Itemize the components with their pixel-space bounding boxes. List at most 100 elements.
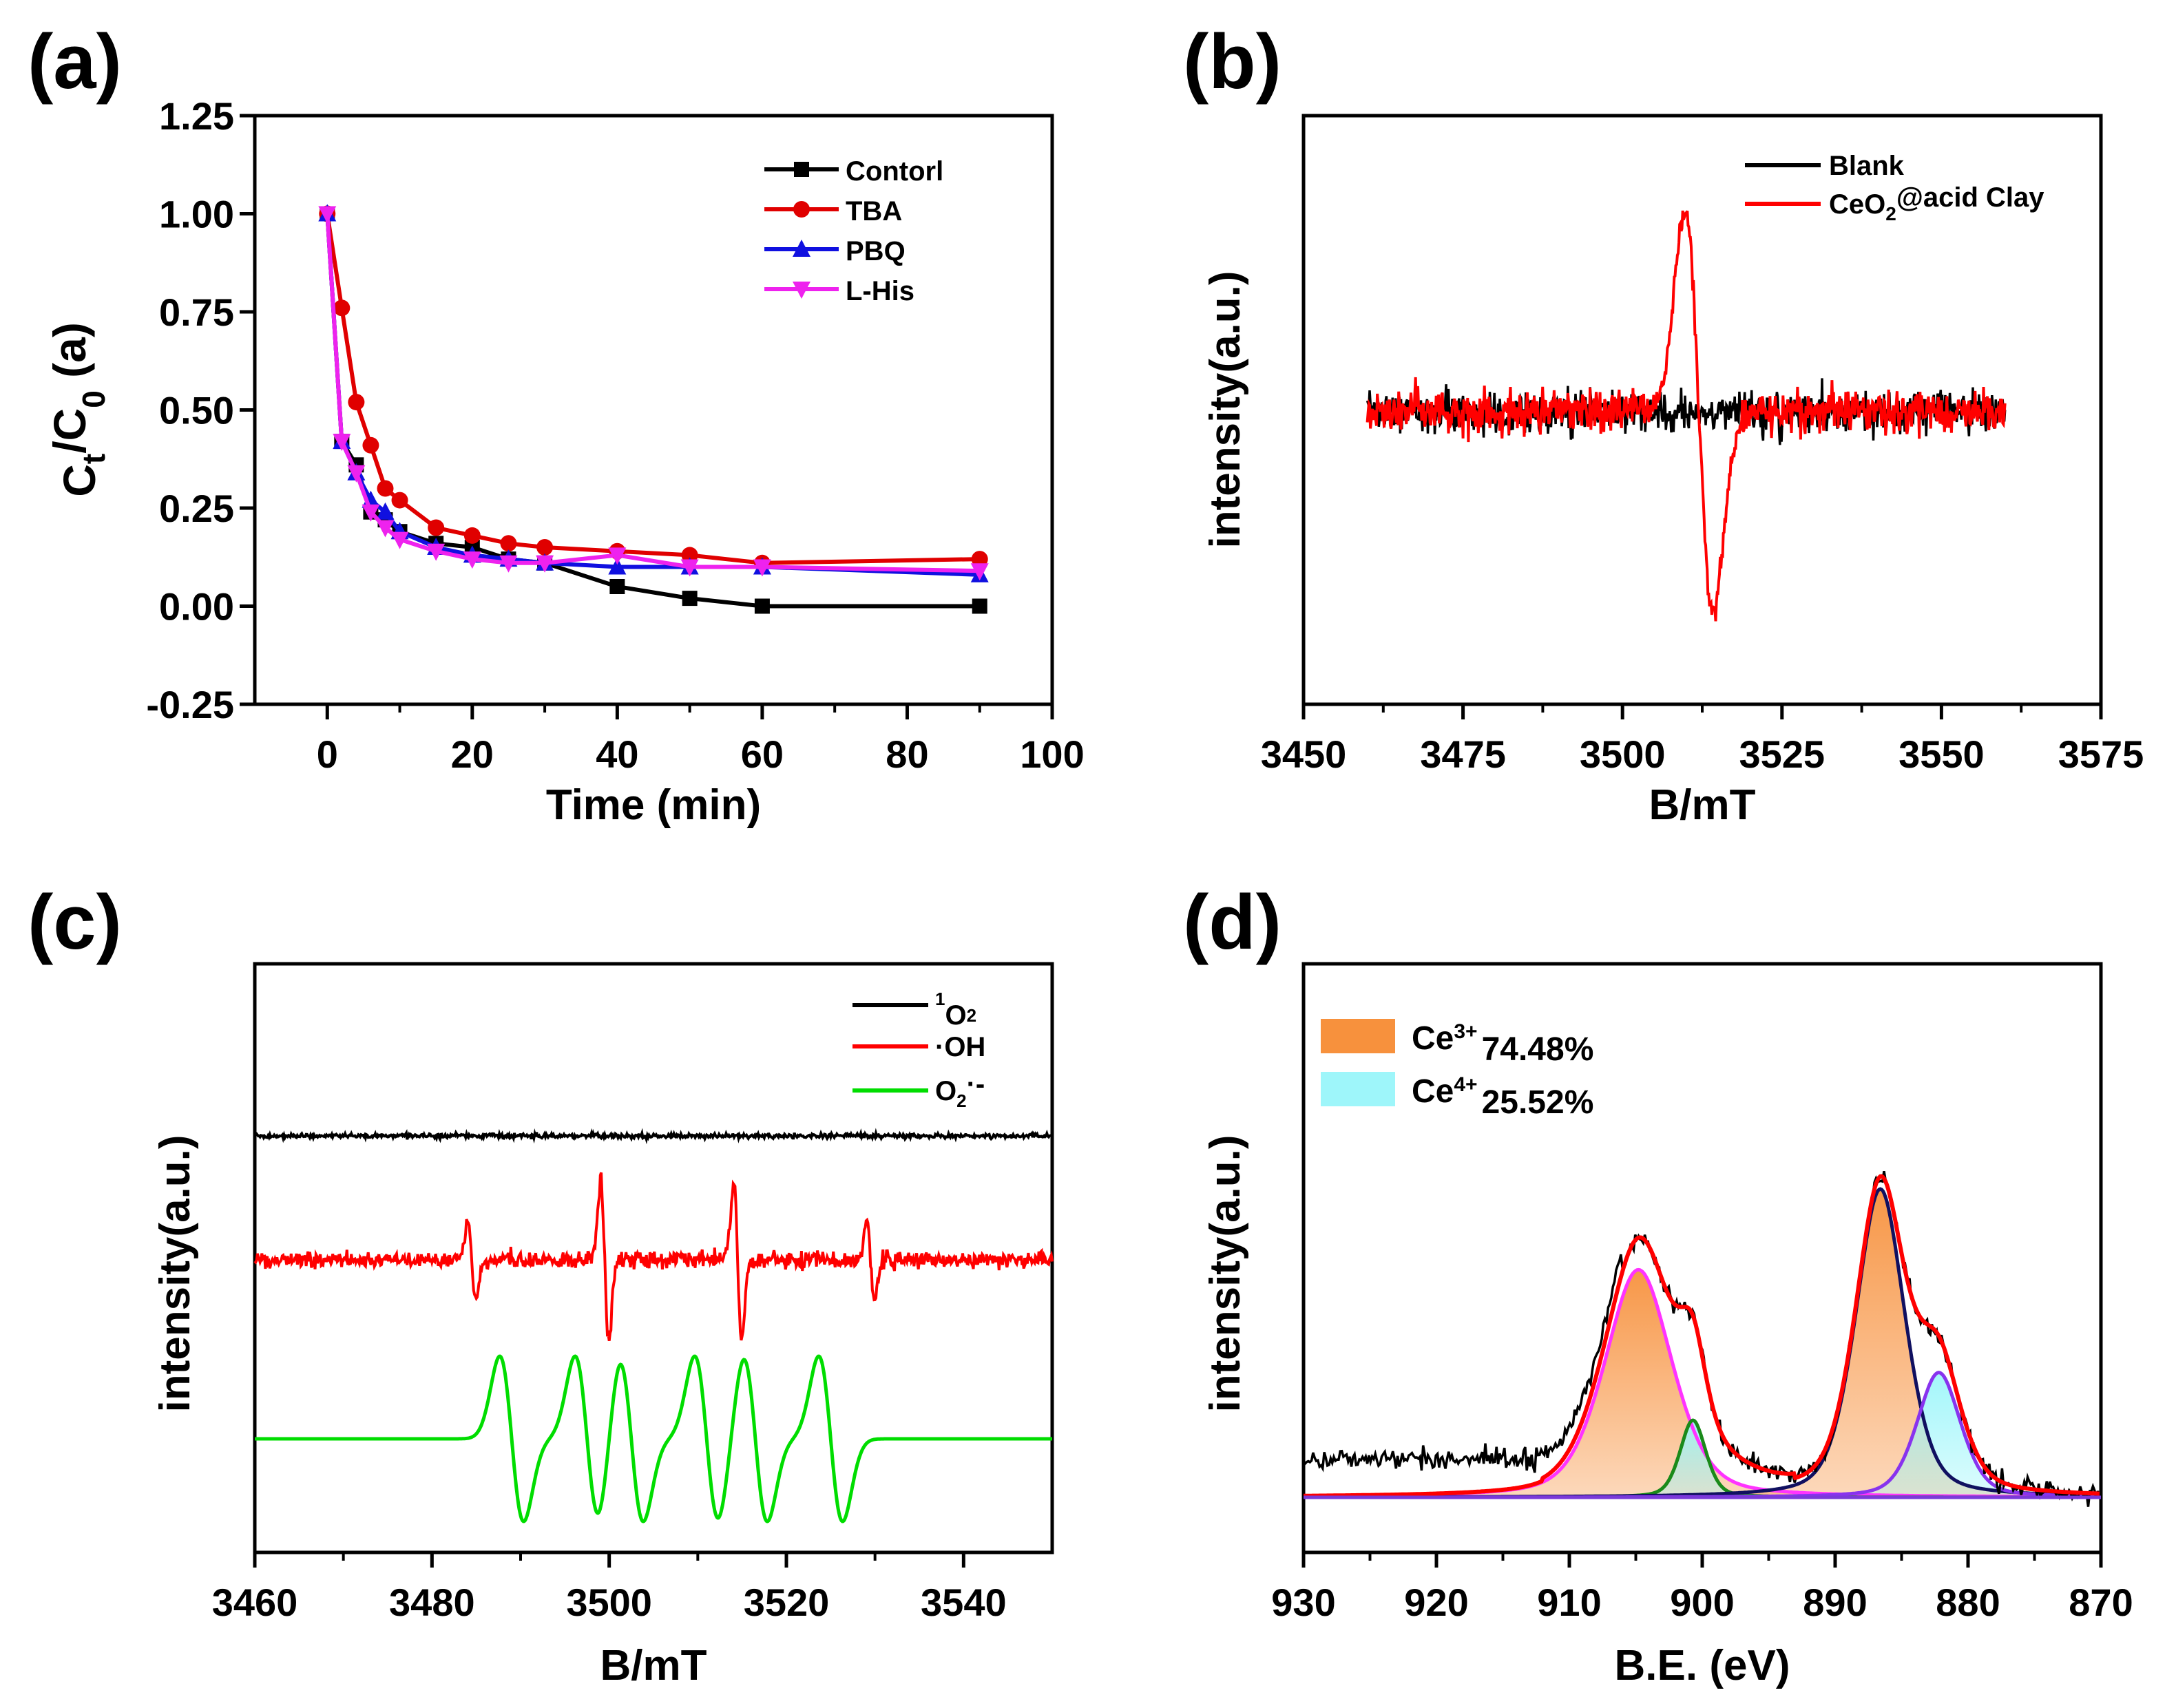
legend-oh-label: ·OH	[935, 1032, 985, 1062]
panel-d-x-tick-label: 890	[1803, 1581, 1867, 1624]
panel-a-x-axis-label: Time (min)	[546, 781, 761, 829]
component-ce4-fill	[1304, 1420, 2101, 1497]
panel-a-series	[318, 204, 989, 614]
legend-1o2-label: 1O2	[935, 989, 976, 1031]
series-l-his-point	[680, 559, 699, 577]
panel-a-y-tick-labels: -0.25 0.00 0.25 0.50 0.75 1.00 1.25	[146, 94, 234, 726]
series-tba-point	[391, 492, 408, 509]
series-contorl-point	[754, 598, 770, 614]
panel-d-x-tick-label: 880	[1936, 1581, 2000, 1624]
series-tba-point	[681, 547, 698, 564]
series-tba-point	[463, 527, 481, 544]
series-tba-point	[333, 299, 351, 317]
series-contorl-point	[972, 598, 987, 614]
panel-d-x-tick-label: 900	[1670, 1581, 1734, 1624]
panel-b-x-tick-label: 3550	[1898, 732, 1985, 776]
panel-a-legend: Contorl TBA PBQ L-His	[764, 156, 943, 306]
series-tba-point	[536, 539, 554, 556]
panel-c: (c) 3460 3480 3500 3520 3540 B/mT intensity(…	[28, 879, 1054, 1689]
series-tba-point	[428, 519, 445, 536]
series-contorl-point	[609, 579, 625, 594]
panel-c-y-axis-label: intensity(a.u.)	[151, 1135, 199, 1412]
series-l-his-point	[608, 547, 627, 565]
panel-c-letter: (c)	[28, 879, 122, 965]
panel-d-series	[1302, 1171, 2101, 1507]
panel-d-x-axis-label: B.E. (eV)	[1615, 1642, 1790, 1689]
panel-a-letter: (a)	[28, 19, 122, 105]
legend-contorl-label: Contorl	[846, 156, 943, 187]
panel-a-y-axis-label: Ct/C0 (a)	[44, 322, 112, 497]
series-l-his-point	[536, 555, 554, 573]
series-tba-point	[362, 436, 379, 454]
legend-contorl-marker	[794, 162, 809, 177]
panel-a-ticks	[240, 114, 1054, 719]
panel-c-legend: 1O2 ·OH O2·-	[852, 989, 985, 1111]
panel-c-x-tick-label: 3520	[744, 1581, 830, 1624]
series-l-his-point	[333, 434, 351, 452]
legend-l-his-label: L-His	[846, 276, 914, 306]
panel-d-x-tick-label: 930	[1271, 1581, 1335, 1624]
series-pbq-point	[608, 557, 627, 575]
panel-d-y-axis-label: intensity(a.u.)	[1202, 1135, 1249, 1412]
panel-b-x-tick-labels: 3450 3475 3500 3525 3550 3575	[1261, 732, 2144, 776]
panel-b-letter: (b)	[1183, 19, 1281, 105]
panel-a-y-tick-label: 0.50	[159, 389, 234, 432]
series-l-his-point	[427, 543, 446, 561]
legend-pbq-label: PBQ	[846, 236, 906, 266]
panel-c-x-axis-label: B/mT	[600, 1642, 707, 1689]
panel-b-x-tick-label: 3500	[1580, 732, 1666, 776]
panel-d-x-tick-label: 910	[1537, 1581, 1601, 1624]
panel-a-y-tick-label: 1.25	[159, 94, 234, 138]
panel-a-x-tick-labels: 0 20 40 60 80 100	[317, 732, 1085, 776]
panel-b-ticks	[1301, 704, 2103, 719]
panel-d-letter: (d)	[1183, 879, 1281, 965]
component-ce3-fill	[1304, 1189, 2101, 1497]
panel-b: (b) 3450 3475 3500 3525 3550 3575 B/mT intens…	[1183, 19, 2144, 829]
panel-b-x-tick-label: 3575	[2058, 732, 2144, 776]
legend-l-his-marker	[793, 282, 810, 299]
panel-a-x-tick-label: 80	[886, 732, 928, 776]
series-l-his-point	[499, 555, 518, 573]
series-contorl-point	[682, 591, 698, 607]
panel-c-x-tick-label: 3460	[212, 1581, 298, 1624]
panel-a-x-tick-label: 100	[1020, 732, 1084, 776]
panel-a-x-tick-label: 40	[596, 732, 638, 776]
series-oh-line	[253, 1172, 1054, 1341]
panel-b-x-axis-label: B/mT	[1649, 781, 1756, 829]
legend-ce3-swatch	[1321, 1019, 1395, 1053]
series-tba-point	[348, 394, 365, 411]
series-pbq-point	[376, 502, 395, 520]
panel-d-x-tick-label: 870	[2069, 1581, 2133, 1624]
panel-c-ticks	[253, 1552, 965, 1568]
series-l-his-point	[347, 465, 366, 483]
envelope-fit-line	[1304, 1174, 2100, 1498]
legend-o2-label: O2·-	[935, 1069, 985, 1111]
panel-d: (d) 930 920 910 900 890 880 870 B.E. (eV) inte…	[1183, 879, 2133, 1689]
legend-ce4-swatch	[1321, 1072, 1395, 1106]
panel-d-ticks	[1301, 1552, 2103, 1568]
legend-ceo2-label: CeO2@acid Clay	[1829, 182, 2044, 224]
panel-a-plot-frame	[253, 114, 1054, 706]
series-o2-radical-line	[255, 1354, 1052, 1524]
legend-ce3-label: Ce3+ 74.48%	[1412, 1020, 1593, 1068]
legend-tba-label: TBA	[846, 196, 902, 226]
series-l-his-point	[318, 206, 337, 224]
panel-b-x-tick-label: 3525	[1739, 732, 1825, 776]
panel-a-x-tick-label: 60	[741, 732, 784, 776]
panel-a-x-tick-label: 20	[451, 732, 494, 776]
panel-a-y-tick-label: 1.00	[159, 193, 234, 236]
panel-b-x-tick-label: 3450	[1261, 732, 1347, 776]
panel-a-y-tick-label: 0.25	[159, 487, 234, 530]
series-l-his-point	[463, 551, 481, 569]
series-1o2-line	[253, 1128, 1054, 1145]
series-l-his-point	[753, 559, 771, 577]
series-l-his-point	[376, 520, 395, 538]
panel-a-legend-marks	[764, 162, 839, 299]
panel-a-y-tick-label: 0.00	[159, 585, 234, 629]
series-tba-point	[377, 480, 394, 497]
legend-pbq-marker	[793, 240, 810, 257]
panel-c-x-tick-labels: 3460 3480 3500 3520 3540	[212, 1581, 1007, 1624]
series-l-his-line	[325, 213, 980, 573]
panel-a-x-tick-label: 0	[317, 732, 338, 776]
